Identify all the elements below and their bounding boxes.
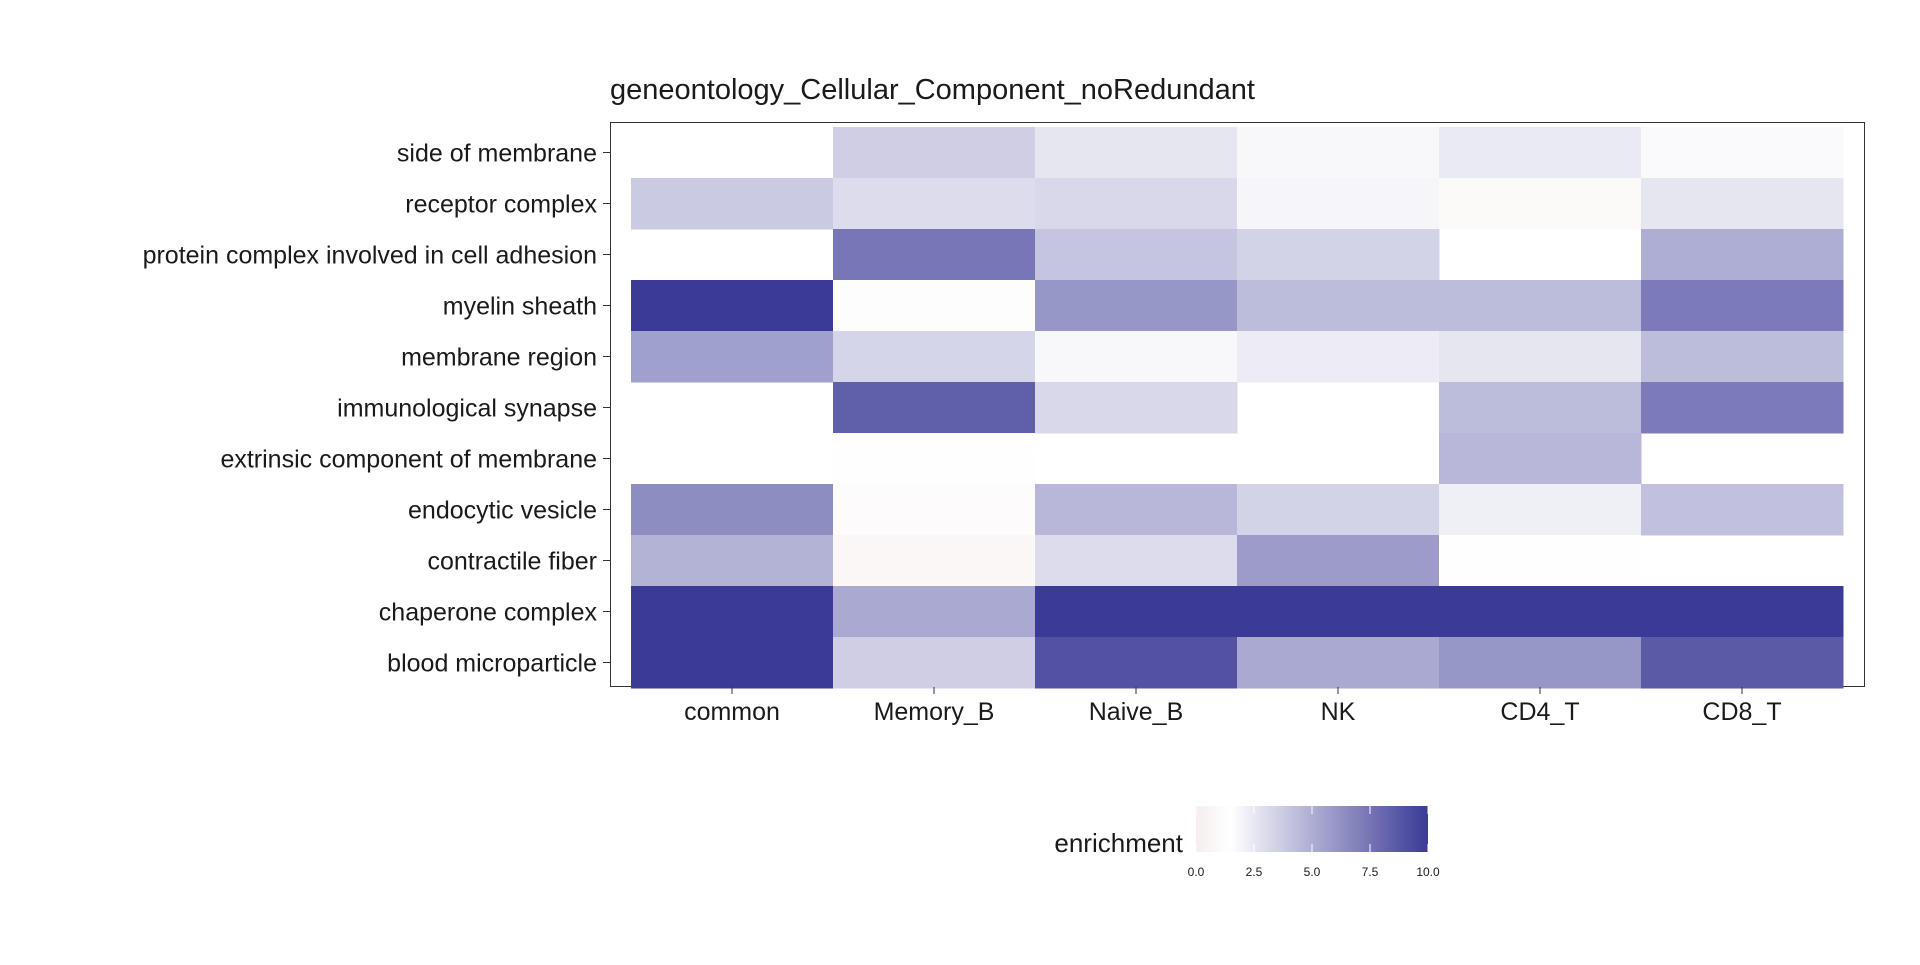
heatmap-cell-0-2 xyxy=(1035,127,1238,179)
heatmap-cell-3-3 xyxy=(1237,280,1440,332)
heatmap-cell-4-4 xyxy=(1439,331,1642,383)
heatmap-cell-5-5 xyxy=(1641,382,1844,434)
heatmap-cell-3-4 xyxy=(1439,280,1642,332)
heatmap-cell-2-5 xyxy=(1641,229,1844,281)
heatmap-cell-10-5 xyxy=(1641,637,1844,689)
heatmap-cell-3-0 xyxy=(631,280,834,332)
heatmap-cell-10-2 xyxy=(1035,637,1238,689)
heatmap-cell-0-1 xyxy=(833,127,1036,179)
heatmap-cell-8-3 xyxy=(1237,535,1440,587)
heatmap-cell-4-3 xyxy=(1237,331,1440,383)
heatmap-cell-2-2 xyxy=(1035,229,1238,281)
heatmap-cell-1-4 xyxy=(1439,178,1642,230)
heatmap-cell-10-3 xyxy=(1237,637,1440,689)
y-tick-label: endocytic vesicle xyxy=(408,497,597,525)
heatmap-cell-8-4 xyxy=(1439,535,1642,587)
heatmap-cell-6-1 xyxy=(833,433,1036,485)
y-tick-label: extrinsic component of membrane xyxy=(220,446,597,474)
y-tick-label: blood microparticle xyxy=(387,650,597,678)
heatmap-cell-8-2 xyxy=(1035,535,1238,587)
heatmap-cell-1-2 xyxy=(1035,178,1238,230)
heatmap-cell-6-4 xyxy=(1439,433,1642,485)
heatmap-cell-2-3 xyxy=(1237,229,1440,281)
heatmap-cell-9-4 xyxy=(1439,586,1642,638)
heatmap-cell-4-2 xyxy=(1035,331,1238,383)
legend-ticks: 0.0 2.5 5.0 7.5 10.0 xyxy=(1188,806,1440,879)
legend-tick-label: 2.5 xyxy=(1246,865,1263,879)
heatmap-cell-2-1 xyxy=(833,229,1036,281)
x-tick-label: Memory_B xyxy=(874,698,995,726)
heatmap-cell-7-5 xyxy=(1641,484,1844,536)
heatmap-cell-4-5 xyxy=(1641,331,1844,383)
heatmap-cells xyxy=(631,127,1844,689)
heatmap-cell-0-5 xyxy=(1641,127,1844,179)
heatmap-cell-1-3 xyxy=(1237,178,1440,230)
heatmap-cell-9-1 xyxy=(833,586,1036,638)
x-tick-label: Naive_B xyxy=(1089,698,1184,726)
heatmap-cell-3-1 xyxy=(833,280,1036,332)
heatmap-cell-7-3 xyxy=(1237,484,1440,536)
heatmap-cell-8-0 xyxy=(631,535,834,587)
heatmap-cell-7-4 xyxy=(1439,484,1642,536)
y-tick-label: side of membrane xyxy=(397,140,597,168)
x-tick-label: CD8_T xyxy=(1702,698,1781,726)
x-tick-label: CD4_T xyxy=(1500,698,1579,726)
heatmap-cell-8-1 xyxy=(833,535,1036,587)
x-tick-label: common xyxy=(684,698,780,726)
heatmap-cell-3-2 xyxy=(1035,280,1238,332)
legend-tick-label: 5.0 xyxy=(1304,865,1321,879)
heatmap-cell-5-4 xyxy=(1439,382,1642,434)
y-tick-label: chaperone complex xyxy=(379,599,598,627)
legend-tick-label: 10.0 xyxy=(1416,865,1440,879)
legend-tick-label: 0.0 xyxy=(1188,865,1205,879)
heatmap-cell-5-2 xyxy=(1035,382,1238,434)
heatmap-cell-9-0 xyxy=(631,586,834,638)
heatmap-cell-1-0 xyxy=(631,178,834,230)
y-tick-label: protein complex involved in cell adhesio… xyxy=(143,242,597,270)
heatmap-cell-0-3 xyxy=(1237,127,1440,179)
y-tick-label: membrane region xyxy=(401,344,597,372)
legend-title: enrichment xyxy=(1054,828,1183,858)
heatmap-cell-9-5 xyxy=(1641,586,1844,638)
y-tick-label: contractile fiber xyxy=(427,548,597,576)
x-tick-label: NK xyxy=(1321,698,1356,726)
heatmap-cell-9-3 xyxy=(1237,586,1440,638)
y-axis: side of membrane receptor complex protein … xyxy=(143,140,610,678)
heatmap-cell-7-2 xyxy=(1035,484,1238,536)
heatmap-cell-1-1 xyxy=(833,178,1036,230)
heatmap-cell-4-1 xyxy=(833,331,1036,383)
y-tick-label: myelin sheath xyxy=(443,293,597,321)
heatmap-cell-10-4 xyxy=(1439,637,1642,689)
heatmap-cell-4-0 xyxy=(631,331,834,383)
heatmap-cell-7-0 xyxy=(631,484,834,536)
heatmap-cell-1-5 xyxy=(1641,178,1844,230)
heatmap-cell-10-0 xyxy=(631,637,834,689)
y-tick-label: receptor complex xyxy=(405,191,597,219)
heatmap-cell-3-5 xyxy=(1641,280,1844,332)
heatmap-cell-10-1 xyxy=(833,637,1036,689)
x-axis: common Memory_B Naive_B NK CD4_T CD8_T xyxy=(684,687,1782,726)
y-tick-label: immunological synapse xyxy=(337,395,597,423)
heatmap-cell-5-1 xyxy=(833,382,1036,434)
heatmap-cell-9-2 xyxy=(1035,586,1238,638)
legend: enrichment 0.0 2.5 5.0 7.5 10.0 xyxy=(1054,806,1440,879)
heatmap-cell-0-4 xyxy=(1439,127,1642,179)
heatmap-cell-7-1 xyxy=(833,484,1036,536)
legend-tick-label: 7.5 xyxy=(1362,865,1379,879)
chart-title: geneontology_Cellular_Component_noRedund… xyxy=(610,74,1255,106)
